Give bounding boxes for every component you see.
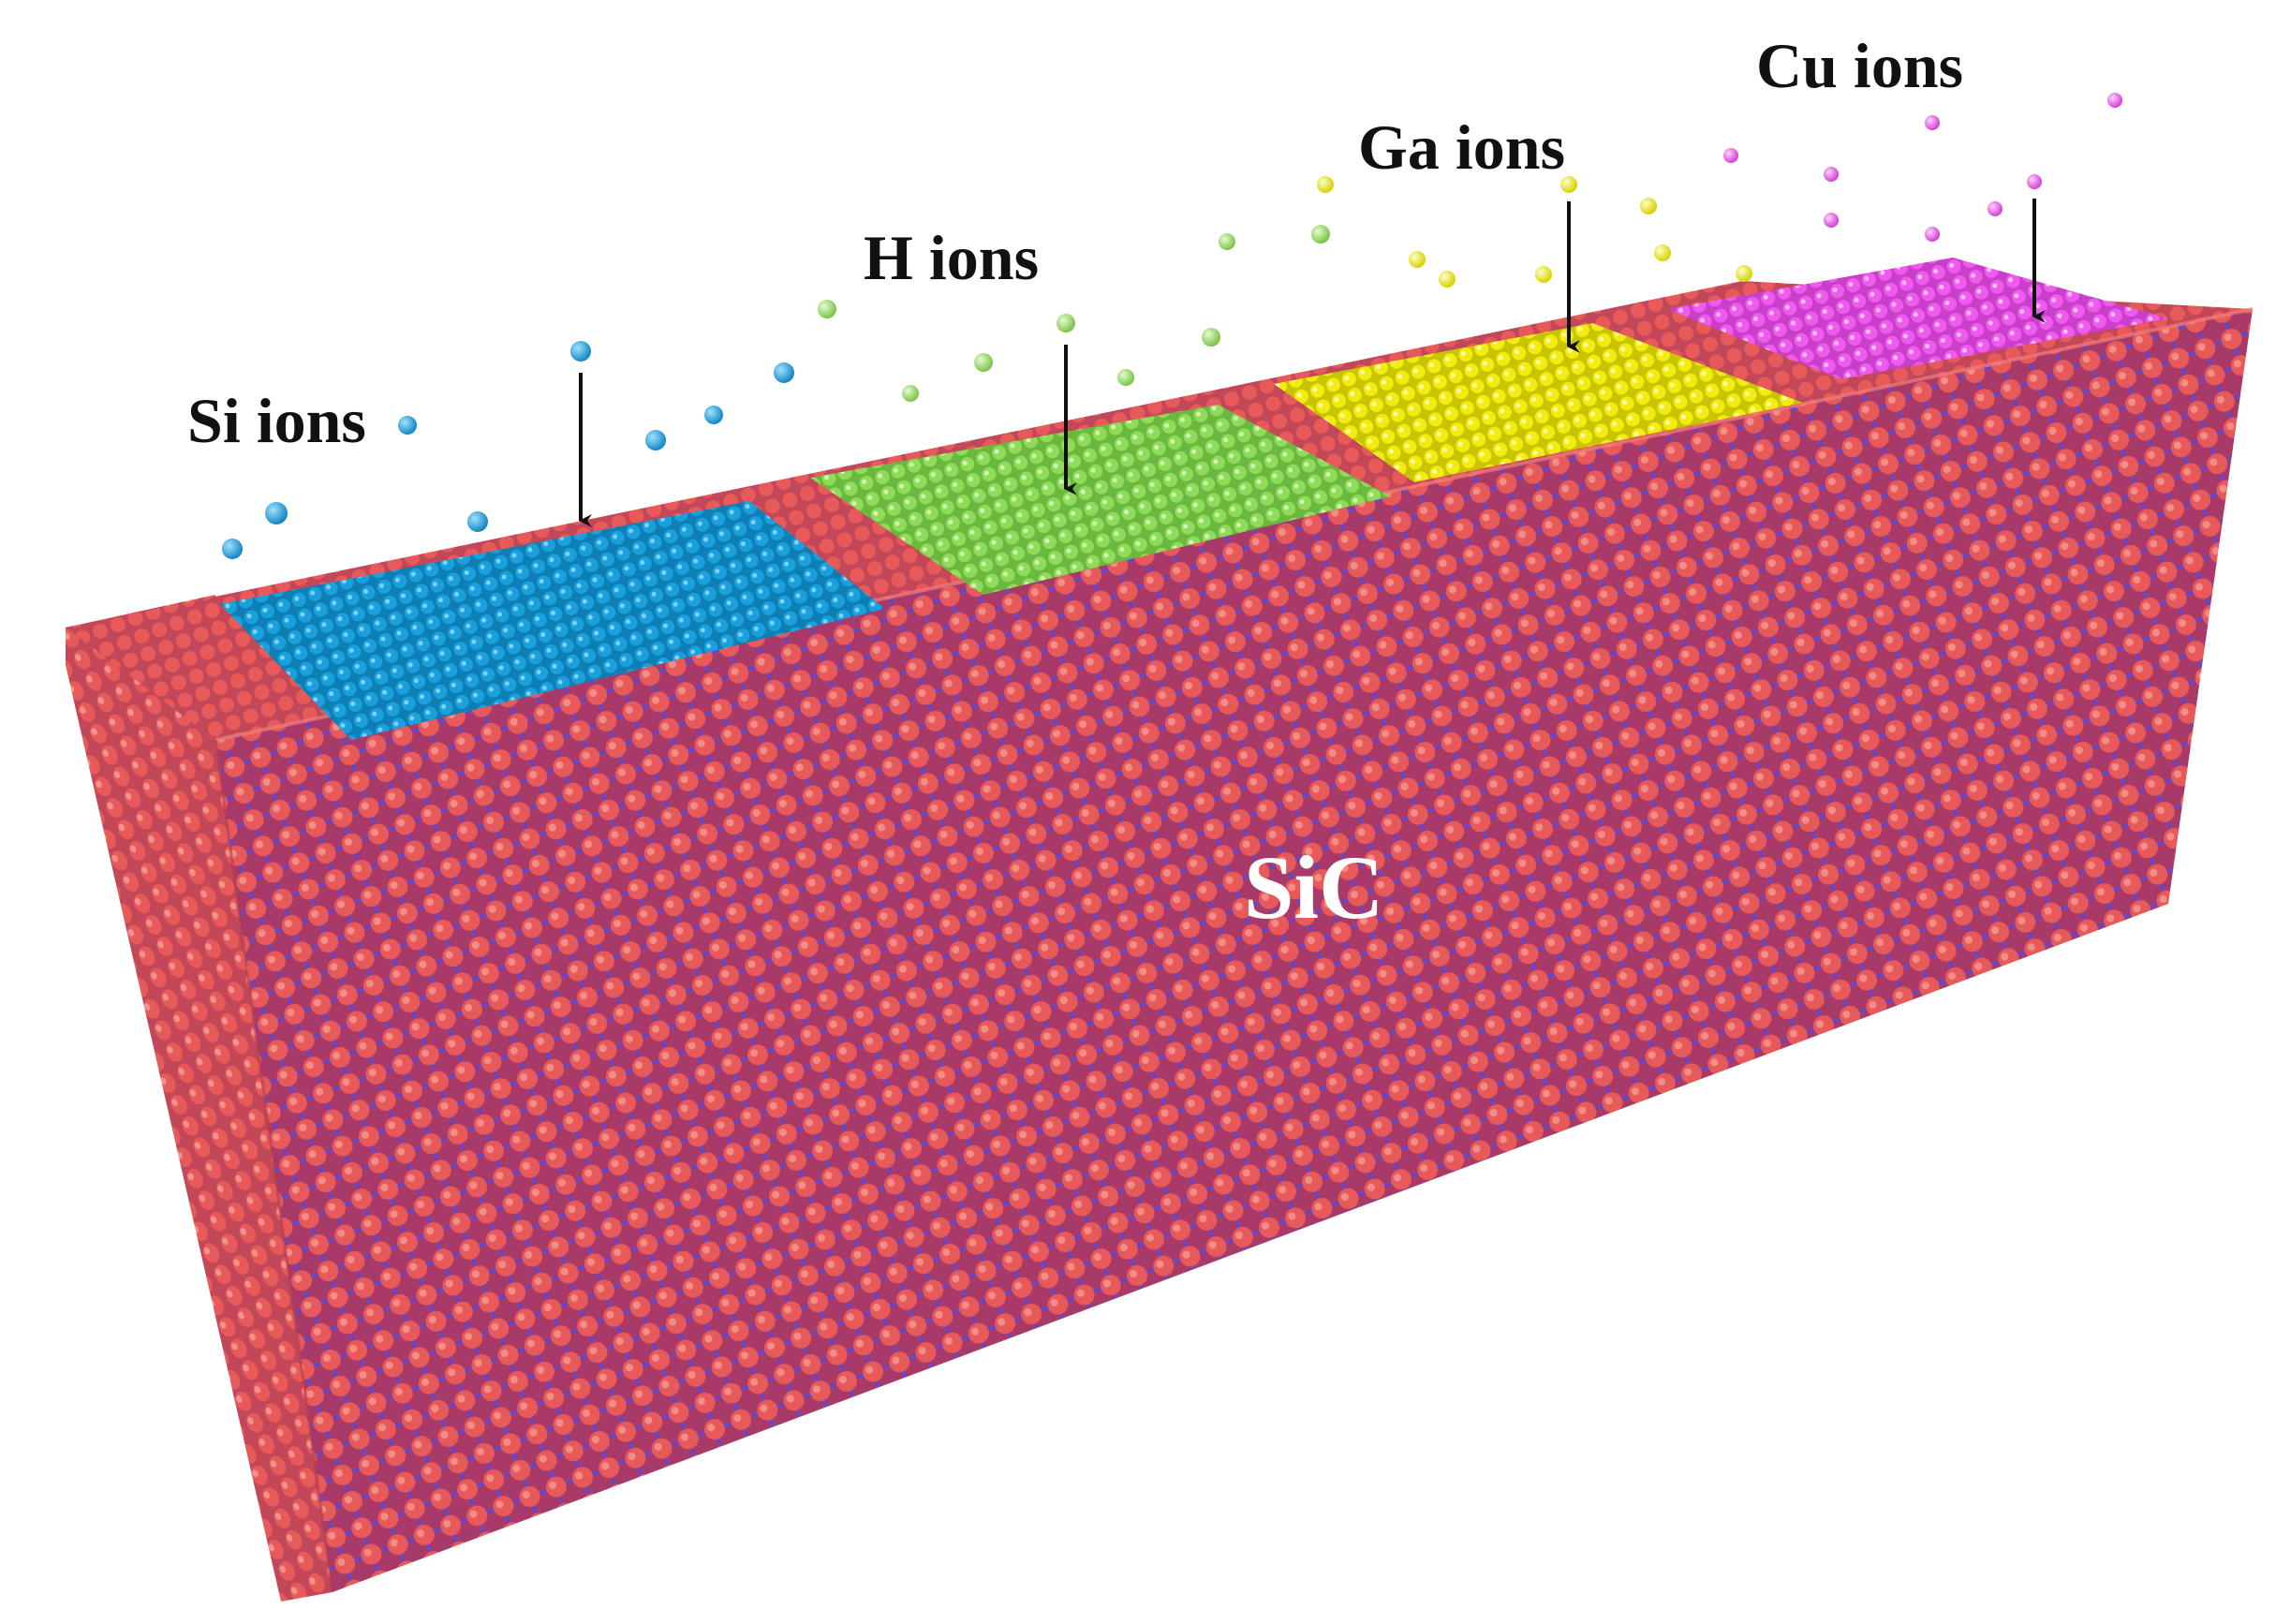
h-ion-particles [818, 225, 1330, 402]
si-ions-label: Si ions [187, 385, 366, 456]
si-impact-region [220, 501, 885, 740]
cu-ions-label: Cu ions [1756, 30, 1963, 101]
si-ion-particles [222, 341, 794, 559]
substrate-front-face [215, 309, 2253, 1592]
cu-ion-particles [1723, 93, 2122, 242]
h-impact-region [810, 405, 1391, 595]
impact-arrows [579, 199, 2046, 527]
sic-label: SiC [1244, 837, 1383, 937]
impact-regions [220, 258, 2168, 740]
ga-ions-label: Ga ions [1358, 111, 1565, 183]
ga-impact-region [1274, 323, 1803, 482]
ga-ion-particles [1317, 176, 1752, 288]
substrate-end-face [66, 595, 333, 1602]
cu-impact-region [1667, 258, 2168, 379]
h-ions-label: H ions [864, 222, 1039, 293]
